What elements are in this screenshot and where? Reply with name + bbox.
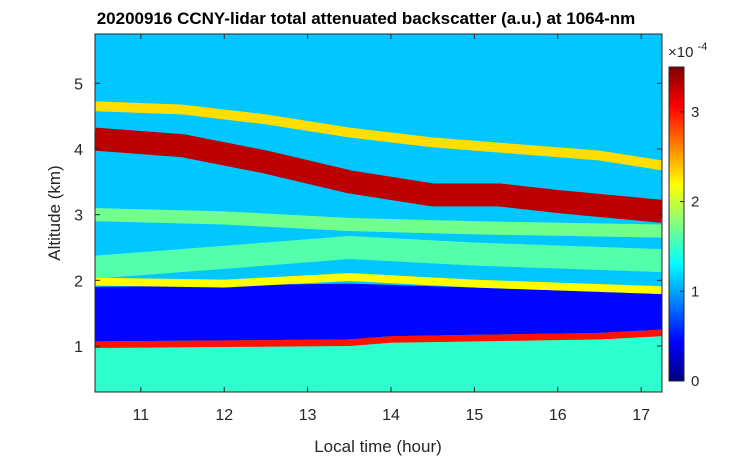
x-tick-label: 17 [632,407,650,424]
colorbar-tick-label: 0 [691,373,699,390]
heatmap-layers [95,34,662,392]
colorbar-exponent-base: ×10 [668,44,693,61]
plot-frame [94,33,663,393]
heatmap-layer [95,208,662,238]
colorbar-tick-label: 1 [691,283,699,300]
x-axis-ticks: 11 12 13 14 15 16 17 [133,34,650,424]
heatmap-layer [95,273,662,295]
x-tick-label: 16 [549,407,567,424]
colorbar-exponent-power: -4 [698,41,708,53]
x-tick-label: 14 [382,407,400,424]
heatmap-layer [95,127,662,223]
x-tick-label: 15 [465,407,483,424]
x-tick-label: 13 [299,407,317,424]
chart-title: 20200916 CCNY-lidar total attenuated bac… [97,9,636,28]
heatmap-layer [95,329,662,348]
heatmap-low-signal-band [95,283,662,342]
heatmap-layer [95,235,662,279]
x-axis-label: Local time (hour) [314,437,442,456]
colorbar: 0 1 2 3 ×10 -4 [668,41,707,390]
y-axis-ticks: 1 2 3 4 5 [74,76,662,356]
x-tick-label: 11 [133,407,150,424]
x-tick-label: 12 [215,407,233,424]
y-tick-label: 4 [74,142,83,159]
colorbar-exponent: ×10 -4 [668,41,707,61]
y-tick-label: 2 [74,273,83,290]
colorbar-ticks: 0 1 2 3 [680,104,699,390]
colorbar-tick-label: 3 [691,104,699,121]
y-tick-label: 1 [74,339,83,356]
heatmap-layer [95,101,662,171]
y-tick-label: 5 [74,76,83,93]
colorbar-gradient [668,66,685,382]
colorbar-tick-label: 2 [691,194,699,211]
y-axis-label: Altitude (km) [45,165,64,260]
heatmap-boundary-layer [95,332,662,392]
y-tick-label: 3 [74,208,83,225]
